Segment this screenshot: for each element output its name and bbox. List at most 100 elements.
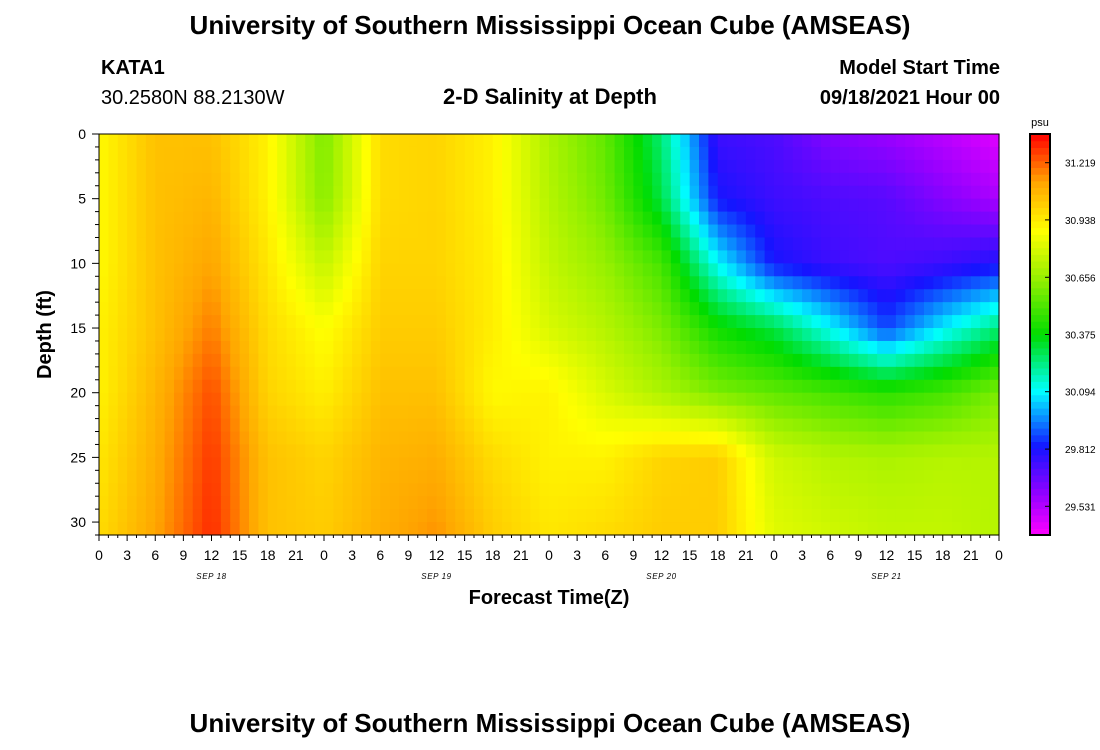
heatmap-cell — [961, 496, 972, 510]
heatmap-cell — [342, 289, 353, 303]
heatmap-cell — [895, 509, 906, 523]
heatmap-cell — [464, 496, 475, 510]
heatmap-cell — [352, 211, 363, 226]
heatmap-cell — [417, 263, 428, 277]
heatmap-cell — [952, 353, 963, 368]
heatmap-cell — [642, 353, 653, 368]
heatmap-cell — [324, 444, 334, 458]
heatmap-cell — [361, 470, 372, 484]
heatmap-cell — [183, 237, 194, 252]
heatmap-cell — [642, 237, 653, 252]
heatmap-cell — [258, 185, 269, 200]
colorbar-segment — [1030, 174, 1050, 182]
colorbar-segment — [1030, 521, 1050, 529]
heatmap-cell — [333, 483, 344, 497]
heatmap-cell — [530, 444, 541, 458]
heatmap-cell — [230, 211, 241, 226]
heatmap-cell — [567, 418, 578, 433]
colorbar-segment — [1030, 140, 1050, 148]
heatmap-cell — [117, 496, 128, 510]
heatmap-cell — [380, 185, 391, 200]
heatmap-cell — [727, 328, 738, 342]
heatmap-cell — [202, 483, 213, 497]
heatmap-cell — [933, 405, 944, 420]
heatmap-cell — [745, 418, 756, 433]
heatmap-cell — [595, 146, 606, 161]
heatmap-cell — [408, 379, 419, 394]
heatmap-cell — [970, 276, 981, 290]
heatmap-cell — [989, 185, 1000, 200]
heatmap-cell — [220, 263, 231, 277]
heatmap-cell — [633, 302, 644, 316]
heatmap-cell — [708, 237, 719, 252]
heatmap-cell — [389, 172, 400, 187]
heatmap-cell — [155, 211, 166, 226]
heatmap-cell — [530, 146, 541, 161]
heatmap-cell — [324, 353, 334, 368]
heatmap-cell — [455, 263, 466, 277]
heatmap-cell — [483, 418, 494, 433]
heatmap-cell — [699, 522, 709, 536]
heatmap-cell — [192, 237, 203, 252]
heatmap-cell — [127, 146, 138, 161]
heatmap-cell — [708, 302, 719, 316]
heatmap-cell — [342, 366, 353, 381]
heatmap-cell — [136, 496, 147, 510]
heatmap-cell — [220, 289, 231, 303]
heatmap-cell — [745, 134, 756, 148]
heatmap-cell — [567, 431, 578, 446]
heatmap-cell — [314, 172, 325, 187]
heatmap-cell — [417, 340, 428, 355]
heatmap-cell — [755, 522, 766, 536]
heatmap-cell — [745, 457, 756, 471]
heatmap-cell — [174, 146, 184, 161]
heatmap-cell — [511, 289, 522, 303]
heatmap-cell — [249, 418, 259, 433]
heatmap-cell — [774, 237, 784, 252]
heatmap-cell — [858, 470, 869, 484]
heatmap-cell — [849, 509, 859, 523]
heatmap-cell — [192, 522, 203, 536]
heatmap-cell — [924, 509, 934, 523]
heatmap-cell — [764, 444, 775, 458]
heatmap-cell — [820, 496, 831, 510]
heatmap-cell — [970, 457, 981, 471]
heatmap-cell — [539, 172, 550, 187]
heatmap-cell — [286, 237, 297, 252]
colorbar-segment — [1030, 327, 1050, 336]
heatmap-cell — [239, 237, 250, 252]
heatmap-cell — [699, 340, 709, 355]
heatmap-cell — [324, 237, 334, 252]
heatmap-cell — [286, 263, 297, 277]
heatmap-cell — [267, 470, 278, 484]
heatmap-cell — [370, 134, 381, 148]
heatmap-cell — [202, 509, 213, 523]
heatmap-cell — [727, 250, 738, 264]
heatmap-cell — [605, 431, 616, 446]
heatmap-cell — [783, 172, 794, 187]
heatmap-cell — [483, 392, 494, 407]
heatmap-cell — [511, 159, 522, 174]
heatmap-cell — [670, 224, 681, 239]
heatmap-cell — [586, 263, 597, 277]
heatmap-cell — [736, 431, 747, 446]
heatmap-cell — [586, 134, 597, 148]
heatmap-cell — [745, 522, 756, 536]
heatmap-cell — [427, 159, 438, 174]
heatmap-cell — [211, 289, 222, 303]
heatmap-cell — [464, 444, 475, 458]
heatmap-cell — [220, 366, 231, 381]
heatmap-cell — [408, 289, 419, 303]
heatmap-cell — [361, 457, 372, 471]
heatmap-cell — [924, 379, 934, 394]
heatmap-cell — [980, 198, 991, 213]
heatmap-cell — [727, 237, 738, 252]
heatmap-cell — [202, 496, 213, 510]
heatmap-cell — [539, 353, 550, 368]
heatmap-cell — [361, 134, 372, 148]
heatmap-cell — [230, 289, 241, 303]
heatmap-cell — [549, 522, 559, 536]
heatmap-cell — [108, 224, 119, 239]
heatmap-cell — [586, 470, 597, 484]
heatmap-cell — [802, 172, 813, 187]
